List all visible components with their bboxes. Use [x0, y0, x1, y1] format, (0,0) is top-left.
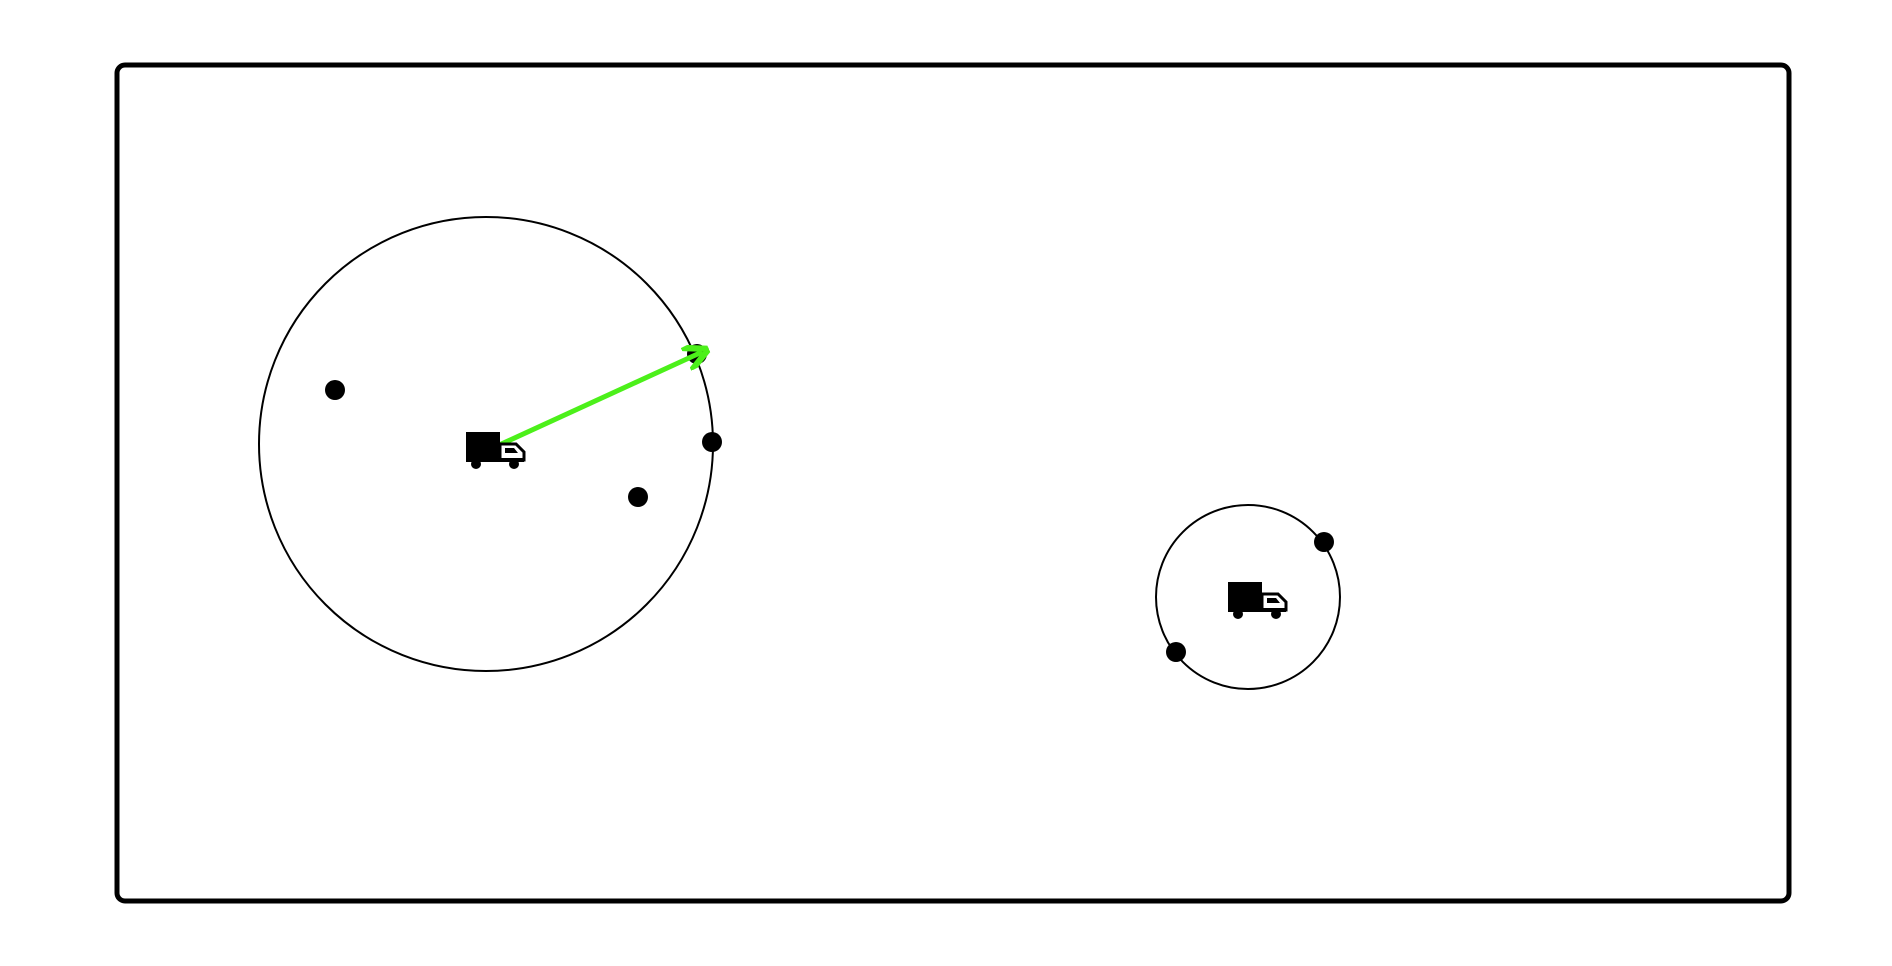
truck-icon	[1226, 580, 1288, 621]
cluster-2	[1155, 504, 1341, 690]
radius-arrow	[484, 352, 702, 452]
delivery-point	[1314, 532, 1334, 552]
frame-border	[114, 62, 1792, 904]
cluster-1	[258, 216, 722, 672]
delivery-point	[1166, 642, 1186, 662]
coverage-circle	[1155, 504, 1341, 690]
delivery-point	[325, 380, 345, 400]
delivery-point	[628, 487, 648, 507]
delivery-point	[702, 432, 722, 452]
